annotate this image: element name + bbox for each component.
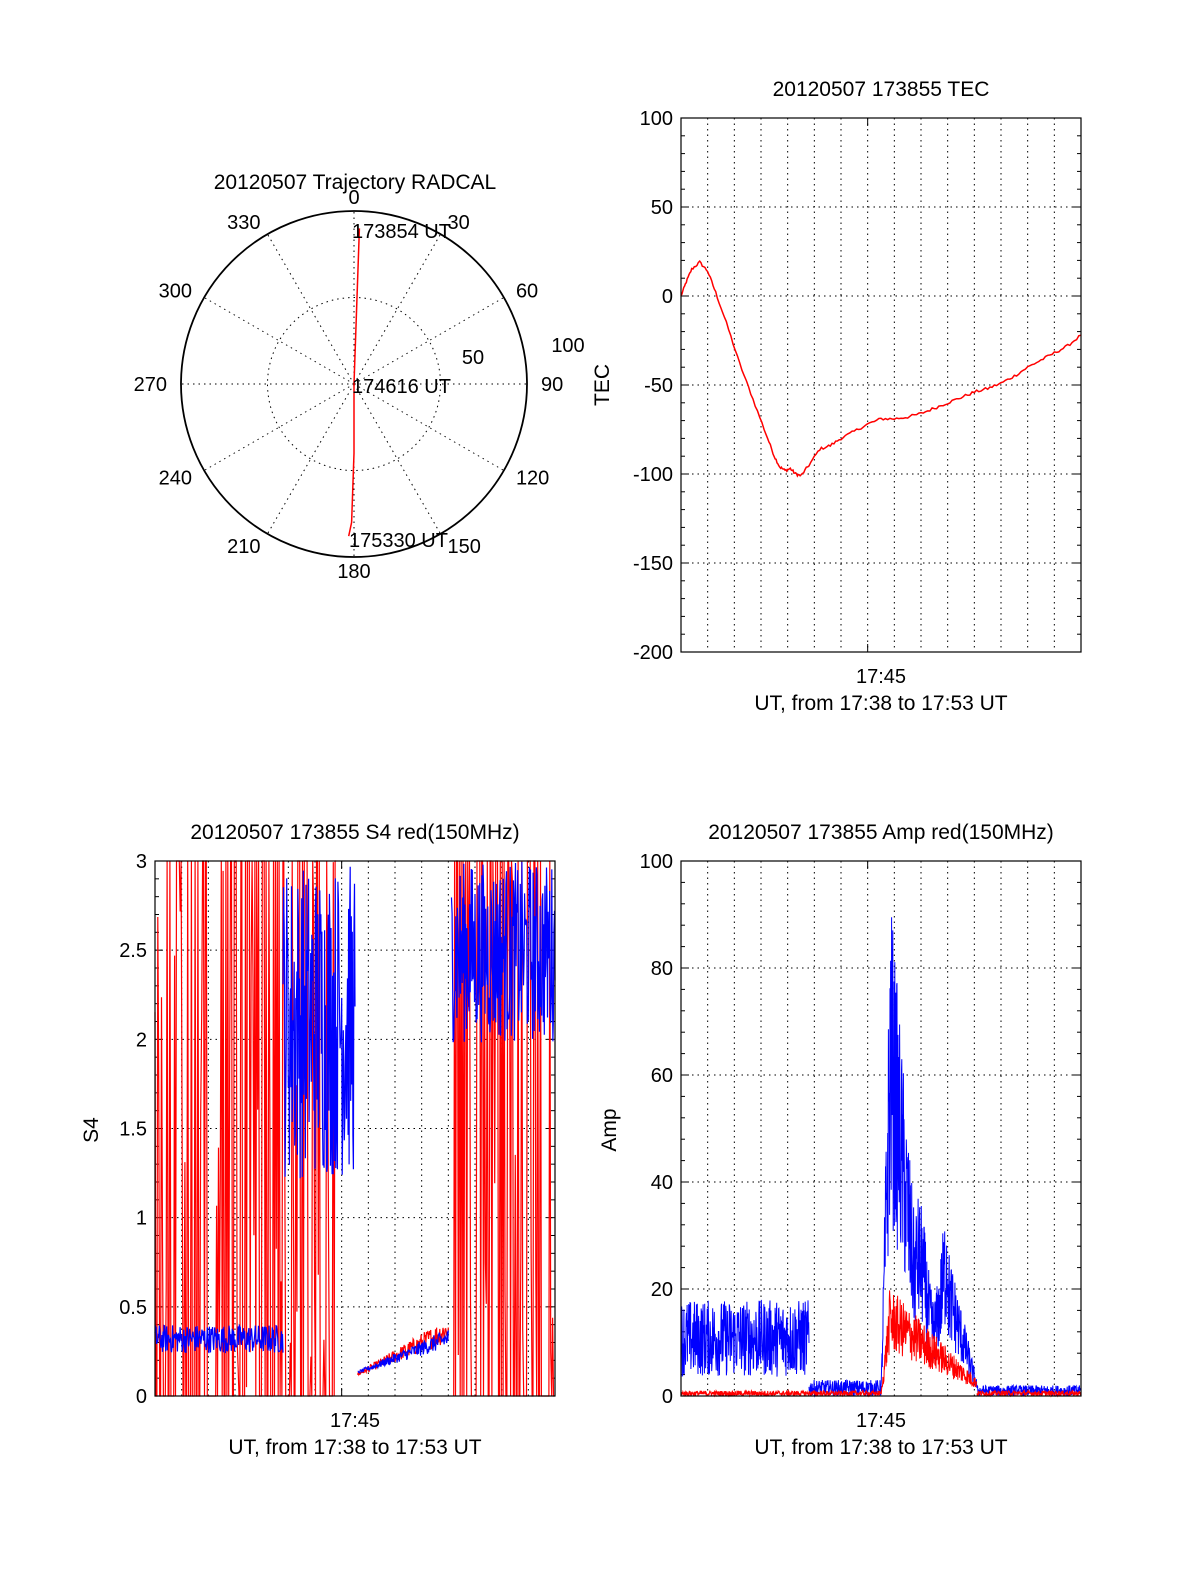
s4-y-tick-label: 2 [136, 1029, 147, 1051]
s4-blue-series [154, 861, 556, 1374]
tec-y-axis-label: TEC [591, 364, 614, 406]
trajectory-polar-plot: 20120507 Trajectory RADCAL 0 30 60 90 120 150… [134, 171, 585, 583]
tec-ticks [681, 117, 1081, 653]
polar-azimuth-label: 0 [348, 187, 359, 209]
amp-y-tick-labels: 100 80 60 40 20 0 [640, 851, 673, 1408]
s4-title: 20120507 173855 S4 red(150MHz) [190, 821, 519, 844]
polar-azimuth-label: 180 [337, 561, 370, 583]
amp-y-tick-label: 60 [651, 1065, 673, 1087]
polar-spoke [353, 297, 505, 385]
tec-y-tick-label: -50 [644, 375, 673, 397]
polar-azimuth-labels: 0 30 60 90 120 150 180 210 240 270 300 330 [134, 187, 564, 583]
tec-y-tick-label: 50 [651, 197, 673, 219]
tec-y-tick-labels: 100 50 0 -50 -100 -150 -200 [633, 108, 673, 664]
tec-title: 20120507 173855 TEC [773, 78, 990, 101]
trajectory-track [347, 228, 361, 537]
s4-y-tick-label: 0.5 [119, 1297, 147, 1319]
polar-spoke [267, 233, 355, 385]
polar-spoke [267, 383, 355, 535]
polar-azimuth-label: 330 [227, 212, 260, 234]
tec-x-tick-label: 17:45 [856, 666, 906, 688]
tec-y-tick-label: -100 [633, 464, 673, 486]
polar-azimuth-label: 210 [227, 536, 260, 558]
amp-y-tick-label: 20 [651, 1279, 673, 1301]
amp-y-tick-label: 80 [651, 958, 673, 980]
trajectory-end-annotation: 175330 UT [349, 530, 448, 552]
polar-radial-label-100: 100 [551, 335, 584, 357]
s4-y-tick-label: 1.5 [119, 1119, 147, 1141]
polar-azimuth-label: 60 [516, 281, 538, 303]
polar-azimuth-label: 300 [159, 281, 192, 303]
s4-plot-frame [154, 860, 556, 1397]
polar-spoke [203, 383, 355, 471]
polar-azimuth-label: 240 [159, 468, 192, 490]
tec-y-tick-label: 0 [662, 286, 673, 308]
s4-chart: 20120507 173855 S4 red(150MHz) 3 2.5 2 1.5 1… [80, 821, 556, 1459]
tec-grid [681, 118, 1081, 652]
polar-spoke [353, 383, 505, 471]
amp-chart: 20120507 173855 Amp red(150MHz) 100 80 60 4… [598, 821, 1082, 1459]
tec-chart: 20120507 173855 TEC 100 50 0 -50 -100 -150 -20… [591, 78, 1082, 715]
amp-x-tick-label: 17:45 [856, 1410, 906, 1432]
polar-spoke [353, 233, 441, 385]
tec-plot-frame [680, 117, 1082, 653]
tec-y-tick-label: -200 [633, 642, 673, 664]
s4-y-tick-label: 1 [136, 1208, 147, 1230]
tec-y-tick-label: -150 [633, 553, 673, 575]
amp-plot-frame [680, 860, 1082, 1397]
amp-x-axis-label: UT, from 17:38 to 17:53 UT [754, 1436, 1007, 1459]
polar-spoke [203, 297, 355, 385]
s4-y-tick-labels: 3 2.5 2 1.5 1 0.5 0 [119, 851, 147, 1408]
s4-y-axis-label: S4 [80, 1117, 103, 1143]
polar-azimuth-label: 150 [448, 536, 481, 558]
trajectory-title: 20120507 Trajectory RADCAL [214, 171, 497, 194]
polar-spokes [181, 211, 527, 557]
amp-grid [681, 861, 1081, 1396]
amp-y-tick-label: 100 [640, 851, 673, 873]
amp-blue-series [680, 917, 1082, 1398]
polar-outer-ring [180, 210, 528, 558]
trajectory-start-annotation: 173854 UT [352, 221, 451, 243]
s4-y-tick-label: 3 [136, 851, 147, 873]
polar-azimuth-label: 270 [134, 374, 167, 396]
s4-x-tick-label: 17:45 [330, 1410, 380, 1432]
polar-spoke [353, 383, 441, 535]
s4-y-tick-label: 2.5 [119, 940, 147, 962]
polar-inner-ring [267, 297, 441, 471]
amp-y-axis-label: Amp [598, 1108, 621, 1151]
polar-azimuth-label: 30 [448, 212, 470, 234]
s4-y-tick-label: 0 [136, 1386, 147, 1408]
tec-x-axis-label: UT, from 17:38 to 17:53 UT [754, 692, 1007, 715]
amp-title: 20120507 173855 Amp red(150MHz) [708, 821, 1054, 844]
tec-series-line [680, 259, 1082, 478]
amp-y-tick-label: 40 [651, 1172, 673, 1194]
tec-y-tick-label: 100 [640, 108, 673, 130]
s4-x-axis-label: UT, from 17:38 to 17:53 UT [228, 1436, 481, 1459]
polar-azimuth-label: 90 [541, 374, 563, 396]
polar-azimuth-label: 120 [516, 468, 549, 490]
amp-y-tick-label: 0 [662, 1386, 673, 1408]
polar-radial-label-50: 50 [462, 347, 484, 369]
trajectory-mid-annotation: 174616 UT [352, 376, 451, 398]
